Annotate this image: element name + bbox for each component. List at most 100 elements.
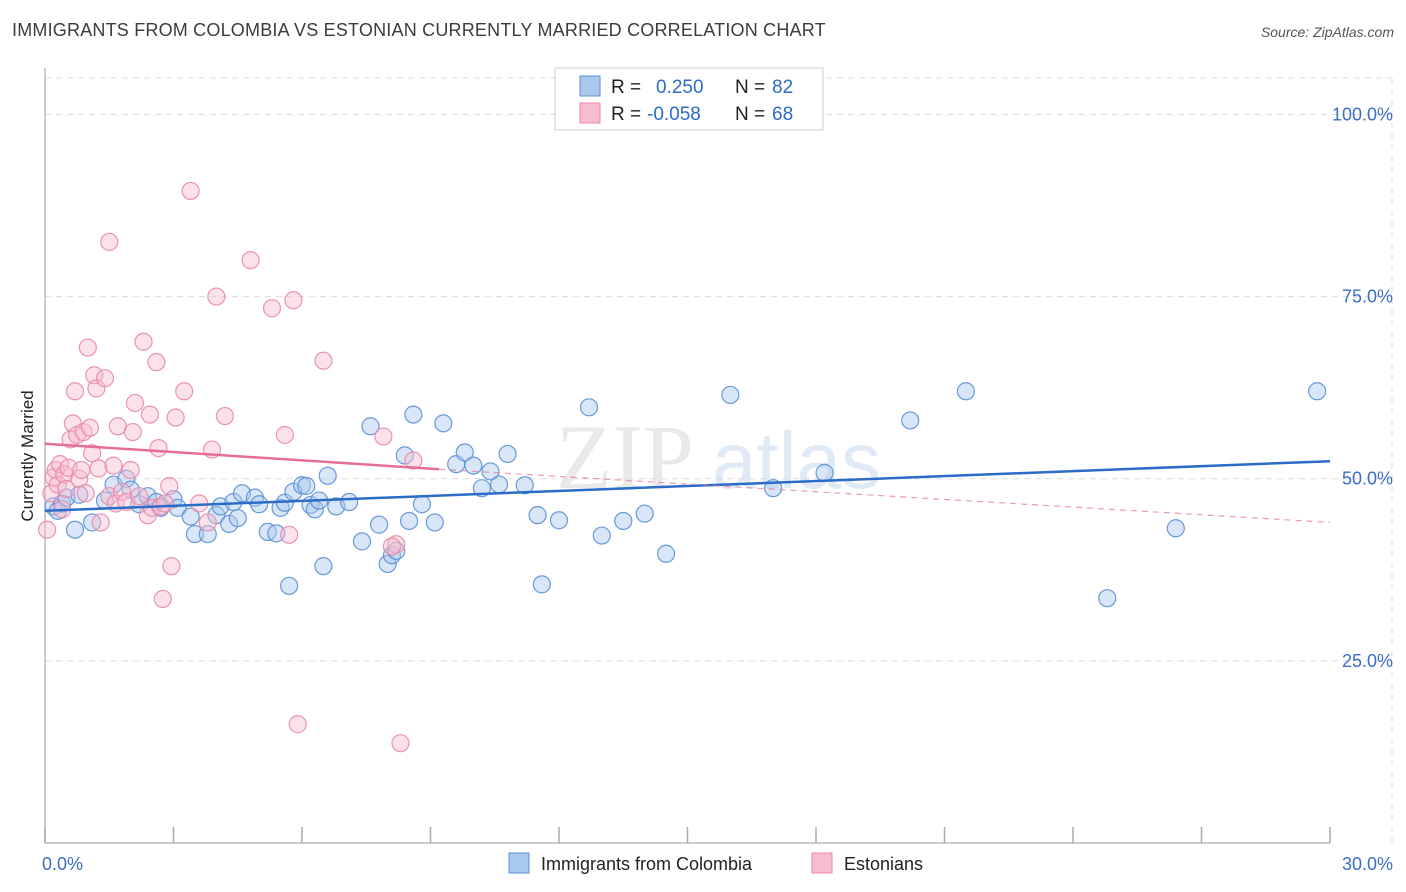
point-pink-57 — [262, 299, 282, 318]
x-tick-label-30: 30.0% — [1342, 854, 1393, 874]
tick-labels: 25.0% 50.0% 75.0% 100.0% 0.0% 30.0% — [42, 104, 1393, 874]
point-pink-31 — [112, 482, 132, 501]
legend-n-label-2: N = — [735, 104, 765, 125]
point-blue-59 — [481, 462, 500, 481]
point-blue-69 — [635, 504, 654, 523]
legend-r-label-1: R = — [611, 77, 641, 98]
watermark-atlas: atlas — [712, 416, 881, 505]
chart-title: IMMIGRANTS FROM COLOMBIA VS ESTONIAN CUR… — [12, 20, 826, 40]
trend-line-colombia — [44, 459, 1331, 513]
point-blue-42 — [340, 492, 359, 512]
trend-layer — [44, 442, 1331, 524]
point-blue-46 — [378, 554, 397, 574]
point-pink-20 — [83, 444, 102, 463]
point-blue-73 — [815, 463, 834, 482]
point-blue-76 — [1098, 589, 1117, 608]
point-pink-36 — [130, 487, 149, 506]
point-pink-21 — [85, 366, 104, 385]
point-blue-66 — [579, 398, 599, 417]
point-pink-65 — [382, 537, 402, 556]
point-blue-40 — [318, 466, 337, 485]
point-pink-60 — [284, 291, 303, 310]
point-pink-8 — [57, 479, 76, 499]
point-blue-27 — [250, 495, 269, 514]
y-tick-label-25: 25.0% — [1342, 651, 1393, 671]
point-blue-57 — [464, 456, 483, 475]
bottom-legend-label-estonians: Estonians — [844, 854, 923, 874]
point-blue-51 — [412, 495, 432, 514]
point-pink-12 — [65, 382, 85, 401]
point-pink-45 — [155, 494, 175, 513]
point-blue-45 — [370, 515, 389, 534]
point-pink-49 — [175, 382, 194, 401]
point-pink-15 — [72, 460, 91, 480]
point-pink-47 — [162, 557, 181, 576]
point-blue-78 — [1308, 382, 1327, 401]
point-pink-27 — [100, 232, 119, 252]
point-pink-58 — [275, 425, 294, 445]
point-blue-67 — [592, 526, 611, 545]
point-pink-44 — [153, 589, 172, 609]
point-blue-63 — [528, 506, 547, 525]
y-tick-label-75: 75.0% — [1342, 287, 1393, 307]
point-blue-77 — [1166, 519, 1185, 538]
point-blue-4 — [65, 520, 85, 539]
point-pink-37 — [134, 332, 153, 351]
point-blue-68 — [614, 511, 633, 531]
point-pink-48 — [166, 408, 185, 427]
y-tick-label-100: 100.0% — [1332, 104, 1393, 124]
legend-r-value-2: -0.058 — [647, 104, 701, 125]
point-blue-35 — [297, 476, 316, 496]
point-pink-55 — [215, 406, 234, 426]
top-legend: R = 0.250 N = 82 R = -0.058 N = 68 — [554, 67, 824, 131]
point-blue-56 — [455, 443, 474, 462]
point-pink-41 — [147, 353, 166, 372]
point-blue-74 — [901, 411, 920, 430]
legend-r-value-1: 0.250 — [656, 77, 704, 98]
point-pink-39 — [140, 405, 160, 424]
point-pink-63 — [374, 427, 393, 446]
bottom-legend: Immigrants from Colombia Estonians — [508, 852, 923, 874]
point-blue-43 — [352, 532, 372, 551]
y-tick-label-50: 50.0% — [1342, 469, 1393, 489]
point-blue-52 — [399, 511, 419, 531]
point-blue-18 — [185, 524, 205, 544]
point-blue-53 — [425, 513, 444, 532]
point-blue-71 — [721, 385, 740, 405]
x-tick-label-0: 0.0% — [42, 854, 83, 874]
point-pink-19 — [80, 418, 100, 437]
point-blue-50 — [404, 405, 423, 424]
point-pink-52 — [198, 513, 217, 532]
point-pink-42 — [149, 439, 168, 458]
point-blue-62 — [515, 476, 534, 495]
watermark: ZIP atlas — [556, 406, 881, 508]
bottom-legend-label-colombia: Immigrants from Colombia — [541, 854, 753, 874]
point-blue-44 — [361, 417, 380, 436]
point-pink-46 — [160, 476, 179, 496]
axes-layer — [44, 68, 1331, 844]
point-blue-61 — [498, 444, 517, 464]
point-pink-61 — [288, 715, 307, 734]
point-pink-56 — [241, 251, 260, 270]
point-pink-54 — [207, 287, 226, 306]
point-pink-33 — [121, 460, 140, 480]
point-blue-23 — [228, 508, 247, 528]
trend-line-estonians-extension — [439, 468, 1331, 524]
point-pink-35 — [125, 393, 145, 413]
point-pink-28 — [104, 456, 123, 475]
legend-swatch-blue — [579, 75, 601, 97]
point-blue-54 — [434, 414, 453, 433]
point-blue-64 — [532, 575, 551, 594]
source-attribution: Source: ZipAtlas.com — [1260, 24, 1394, 40]
point-blue-58 — [472, 479, 491, 498]
legend-n-value-2: 68 — [772, 104, 793, 125]
point-blue-65 — [549, 511, 569, 530]
point-blue-70 — [656, 544, 676, 563]
bottom-legend-swatch-blue — [508, 852, 530, 874]
point-pink-24 — [91, 513, 110, 532]
bottom-legend-swatch-pink — [811, 852, 833, 874]
point-pink-50 — [181, 181, 200, 201]
point-blue-60 — [489, 475, 509, 494]
point-pink-0 — [38, 520, 57, 539]
